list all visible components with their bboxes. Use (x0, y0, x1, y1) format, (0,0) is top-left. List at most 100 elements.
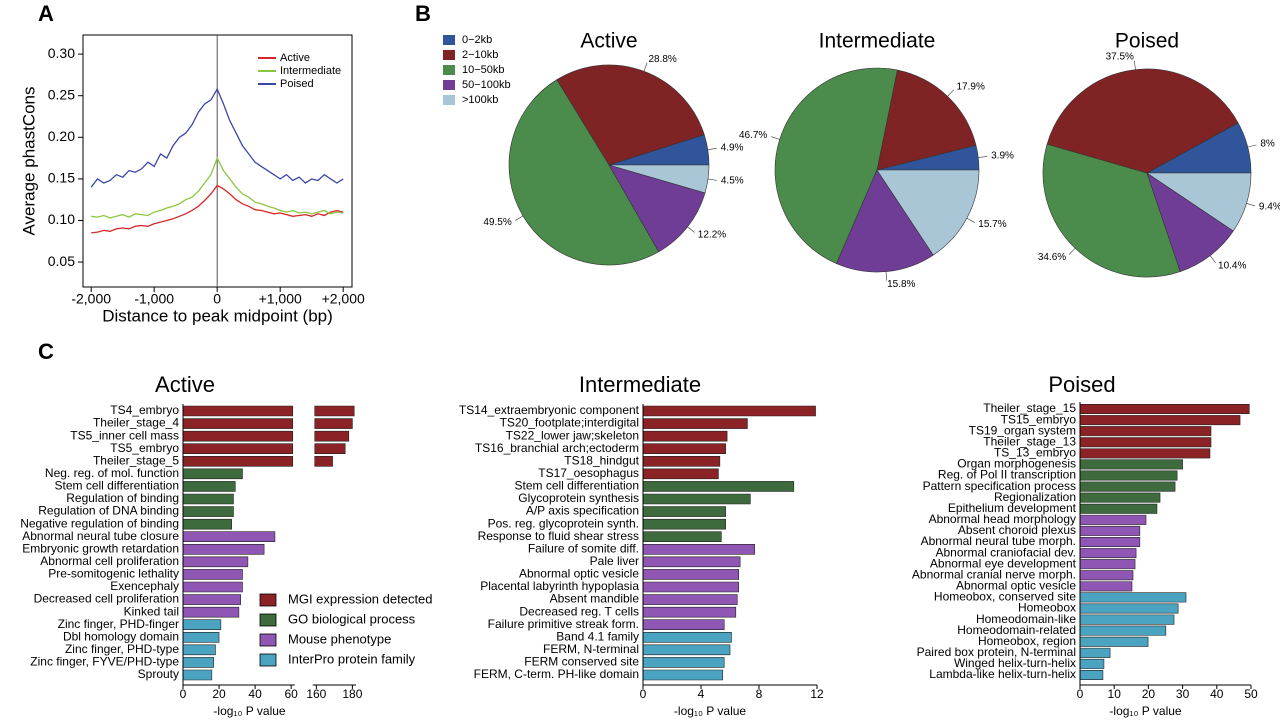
bar (182, 531, 276, 543)
bar (182, 468, 243, 480)
category-label: TS18_hindgut (564, 453, 639, 467)
category-label: TS4_embryo (110, 403, 179, 417)
bar (642, 669, 724, 681)
category-label: Negative regulation of binding (20, 516, 179, 530)
category-label: TS5_inner cell mass (70, 428, 179, 442)
x-tick-label: 20 (1142, 687, 1156, 701)
bar (1079, 437, 1212, 448)
bar (1079, 492, 1161, 503)
slice-label: 46.7% (739, 130, 767, 141)
category-label: Pos. reg. glycoprotein synth. (488, 516, 639, 530)
x-tick-label: 4 (698, 687, 705, 701)
pie-slice (1146, 172, 1234, 272)
bar (1079, 470, 1178, 481)
category-label: Regulation of binding (66, 491, 179, 505)
category-label: Organ morphogenesis (957, 457, 1076, 471)
bar (642, 556, 741, 568)
x-tick-label: 40 (248, 687, 262, 701)
category-label: Sprouty (138, 667, 179, 681)
chart-title: Active (155, 372, 215, 397)
leader (1209, 255, 1216, 263)
bar (642, 506, 726, 517)
bar (182, 581, 243, 593)
x-tick-label: -1,000 (134, 291, 174, 307)
category-label: Homeobox, region (978, 634, 1076, 648)
bar (182, 493, 234, 505)
category-label: Theiler_stage_13 (983, 434, 1076, 448)
leader (707, 178, 717, 181)
legend-swatch (443, 50, 455, 60)
x-axis-label: Distance to peak midpoint (bp) (102, 306, 333, 325)
data-line (91, 156, 344, 219)
bar (1079, 459, 1183, 470)
category-label: Pale liver (590, 554, 639, 568)
pie-slice (608, 164, 706, 253)
legend-label: 50−100kb (462, 79, 511, 91)
bar (642, 443, 726, 455)
category-label: FERM, C-term. PH-like domain (474, 667, 639, 681)
y-tick-label: 0.10 (48, 211, 75, 227)
slice-label: 17.9% (957, 82, 985, 93)
bar (1079, 647, 1111, 658)
slice-label: 3.9% (991, 151, 1014, 162)
slice-label: 15.8% (887, 279, 915, 290)
category-label: Decreased reg. T cells (519, 604, 639, 618)
panel-label: C (38, 339, 54, 364)
category-label: Homeodomain-like (976, 612, 1076, 626)
category-label: Abnormal optic vesicle (956, 579, 1076, 593)
category-label: Absent choroid plexus (958, 523, 1076, 537)
category-label: Band 4.1 family (556, 629, 639, 643)
x-tick-label: 20 (212, 687, 226, 701)
legend-label: Active (280, 52, 310, 64)
x-tick-label: 0 (640, 687, 647, 701)
slice-label: 28.8% (648, 54, 676, 65)
bar (1079, 536, 1141, 548)
x-axis-label: -log₁₀ P value (674, 704, 747, 718)
bar (642, 405, 816, 417)
bar (642, 531, 722, 543)
pie-slice (836, 169, 934, 273)
bar (642, 418, 748, 429)
x-tick-label: 0 (180, 687, 187, 701)
legend-label: InterPro protein family (288, 651, 416, 666)
pie-slice (608, 164, 710, 194)
legend-label: Intermediate (280, 65, 341, 77)
bar (642, 468, 719, 480)
legend-swatch (443, 35, 455, 45)
legend-swatch (443, 95, 455, 105)
category-label: TS15_embryo (1001, 412, 1077, 426)
x-tick-label: 50 (1244, 687, 1258, 701)
category-label: Zinc finger, FYVE/PHD-type (30, 655, 179, 669)
leader (1134, 60, 1136, 70)
leader (707, 147, 717, 150)
leader (687, 226, 695, 233)
category-label: Embryonic growth retardation (22, 541, 179, 555)
bar (182, 644, 216, 656)
leader (643, 62, 648, 72)
slice-label: 49.5% (483, 217, 511, 228)
bar (642, 581, 739, 593)
x-tick-label: 60 (284, 687, 298, 701)
category-label: Abnormal eye development (930, 556, 1077, 570)
category-label: TS19_organ system (969, 423, 1076, 437)
leader (966, 218, 975, 223)
category-label: Regionalization (994, 490, 1076, 504)
pie-slice (1042, 143, 1181, 278)
bar (182, 569, 243, 580)
bar (182, 430, 350, 442)
bar (1079, 625, 1167, 636)
pie-title: Active (580, 30, 637, 53)
bar (1079, 525, 1141, 536)
bar (642, 543, 755, 555)
slice-label: 12.2% (698, 230, 726, 241)
slice-label: 4.5% (721, 176, 744, 187)
bar (1079, 658, 1105, 669)
category-label: Regulation of DNA binding (38, 504, 179, 518)
x-axis-label: -log₁₀ P value (213, 704, 286, 718)
legend-label: 0−2kb (462, 34, 492, 46)
bar (182, 606, 240, 618)
bar (182, 418, 353, 429)
category-label: TS_13_embryo (994, 446, 1076, 460)
legend-label: 10−50kb (462, 64, 505, 76)
category-label: Placental labyrinth hypoplasia (480, 579, 639, 593)
